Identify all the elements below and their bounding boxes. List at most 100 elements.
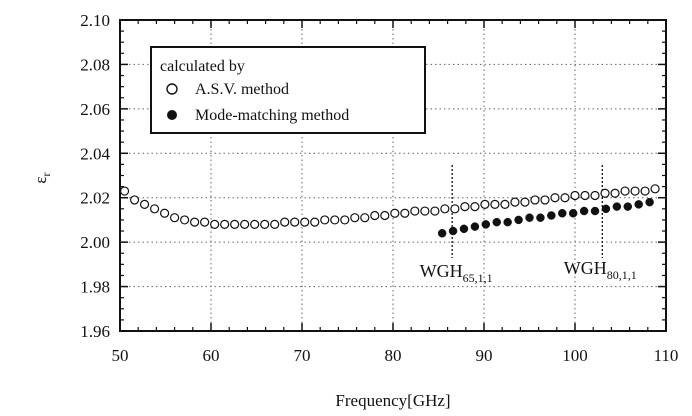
mode-matching-data-point xyxy=(568,209,578,218)
asv-data-point xyxy=(310,217,320,227)
legend-box xyxy=(150,46,426,134)
legend-marker-filled-circle xyxy=(167,110,177,120)
mode-matching-data-point xyxy=(623,202,633,211)
asv-data-point xyxy=(320,215,330,225)
asv-data-point xyxy=(540,195,550,205)
asv-data-point xyxy=(129,195,140,205)
asv-data-point xyxy=(500,199,510,209)
mode-matching-data-point xyxy=(547,211,556,220)
asv-data-point xyxy=(450,204,460,214)
asv-data-point xyxy=(139,199,150,209)
asv-data-point xyxy=(620,186,630,196)
mode-matching-data-point xyxy=(612,202,622,211)
asv-data-point xyxy=(260,219,270,229)
asv-data-point xyxy=(460,202,470,212)
asv-data-point xyxy=(430,206,440,216)
annotation-label-main: WGH xyxy=(564,258,607,278)
asv-data-point xyxy=(360,213,370,223)
legend-marker-open-circle xyxy=(166,83,178,95)
annotation-label-sub: 65,1,1 xyxy=(463,271,493,285)
y-axis-label-sub: r xyxy=(39,172,53,176)
x-axis-label: Frequency[GHz] xyxy=(335,391,450,410)
asv-data-point xyxy=(440,204,450,214)
y-axis-label-main: ε xyxy=(31,176,50,183)
asv-data-point xyxy=(470,202,480,212)
asv-data-point xyxy=(630,186,640,196)
asv-data-point xyxy=(570,190,580,201)
y-tick-label: 1.98 xyxy=(80,278,110,297)
data-series xyxy=(119,184,660,238)
asv-data-point xyxy=(159,208,170,218)
mode-matching-data-point xyxy=(579,206,589,216)
asv-data-point xyxy=(600,188,610,198)
asv-data-point xyxy=(200,217,210,227)
asv-data-point xyxy=(560,193,570,203)
annotation-label-main: WGH xyxy=(420,261,463,281)
asv-data-point xyxy=(270,219,280,229)
mode-matching-data-point xyxy=(459,224,469,234)
x-tick-label: 70 xyxy=(294,346,311,365)
asv-data-point xyxy=(180,215,190,225)
mode-matching-data-point xyxy=(437,229,447,238)
asv-data-point xyxy=(420,206,430,216)
mode-matching-data-point xyxy=(481,220,491,229)
mode-matching-data-point xyxy=(536,213,545,222)
asv-data-point xyxy=(490,199,500,209)
asv-data-point xyxy=(400,208,410,218)
asv-data-point xyxy=(380,210,390,221)
legend: calculated by A.S.V. method Mode-matchin… xyxy=(150,46,426,134)
mode-matching-data-point xyxy=(634,200,643,209)
mode-matching-data-point xyxy=(601,204,611,214)
asv-data-point xyxy=(330,215,340,225)
asv-data-point xyxy=(220,219,230,229)
asv-data-point xyxy=(230,219,240,229)
legend-title: calculated by xyxy=(160,58,245,75)
y-tick-label: 2.04 xyxy=(80,144,110,163)
asv-data-point xyxy=(370,210,380,221)
asv-data-point xyxy=(350,213,360,223)
asv-data-point xyxy=(390,208,400,218)
asv-data-point xyxy=(190,217,200,227)
x-tick-label: 80 xyxy=(385,346,402,365)
x-tick-label: 60 xyxy=(203,346,220,365)
x-tick-label: 50 xyxy=(112,346,129,365)
annotations: WGH65,1,1 WGH80,1,1 xyxy=(420,165,637,285)
asv-data-point xyxy=(340,215,350,225)
mode-matching-data-point xyxy=(492,217,501,227)
annotation-label-sub: 80,1,1 xyxy=(607,268,637,282)
y-tick-label: 2.02 xyxy=(80,189,110,208)
asv-data-point xyxy=(530,195,540,205)
y-tick-label: 2.08 xyxy=(80,55,110,74)
y-tick-label: 2.06 xyxy=(80,100,110,119)
asv-data-point xyxy=(250,219,260,229)
asv-data-point xyxy=(580,190,590,201)
asv-data-point xyxy=(480,199,490,209)
y-tick-label: 2.00 xyxy=(80,233,110,252)
asv-data-point xyxy=(240,219,250,229)
mode-matching-data-point xyxy=(503,217,512,227)
annotation-label: WGH80,1,1 xyxy=(564,258,637,282)
y-tick-label: 2.10 xyxy=(80,11,110,30)
asv-data-point xyxy=(210,219,220,229)
mode-matching-data-point xyxy=(590,206,600,216)
asv-data-point xyxy=(550,193,560,203)
asv-data-point xyxy=(300,217,310,227)
asv-data-point xyxy=(590,190,600,201)
asv-data-point xyxy=(510,197,520,207)
legend-entry-mode-matching: Mode-matching method xyxy=(195,107,349,124)
x-tick-label: 90 xyxy=(476,346,493,365)
y-tick-label: 1.96 xyxy=(80,322,110,341)
axis-ticks: 50 60 70 80 90 100 110 1.96 1.98 2.00 2.02 2.04 2.06… xyxy=(80,11,678,365)
asv-data-point xyxy=(520,197,530,207)
asv-data-point xyxy=(640,186,650,196)
asv-data-point xyxy=(149,204,160,214)
asv-data-point xyxy=(290,217,300,227)
asv-data-point xyxy=(650,184,660,194)
x-tick-label: 110 xyxy=(654,346,679,365)
asv-data-point xyxy=(119,186,130,196)
y-axis-label: εr xyxy=(31,172,53,183)
asv-data-point xyxy=(280,217,290,227)
mode-matching-data-point xyxy=(470,222,480,231)
asv-data-point xyxy=(610,188,620,198)
